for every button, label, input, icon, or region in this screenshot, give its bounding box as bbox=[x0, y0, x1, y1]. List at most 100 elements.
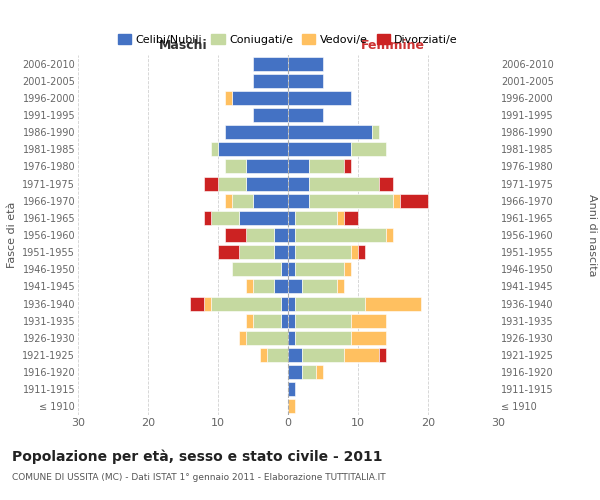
Bar bbox=[288, 400, 295, 413]
Text: Maschi: Maschi bbox=[158, 38, 208, 52]
Bar bbox=[281, 314, 288, 328]
Bar bbox=[281, 262, 288, 276]
Bar bbox=[365, 296, 421, 310]
Bar bbox=[190, 296, 204, 310]
Bar bbox=[302, 365, 316, 379]
Bar bbox=[239, 331, 246, 345]
Bar bbox=[288, 262, 295, 276]
Bar bbox=[400, 194, 428, 207]
Text: Anni di nascita: Anni di nascita bbox=[587, 194, 597, 276]
Bar bbox=[246, 331, 288, 345]
Bar bbox=[225, 91, 232, 105]
Bar bbox=[204, 296, 211, 310]
Bar bbox=[288, 108, 323, 122]
Bar bbox=[225, 160, 246, 173]
Text: Femmine: Femmine bbox=[361, 38, 425, 52]
Bar bbox=[316, 365, 323, 379]
Text: Popolazione per età, sesso e stato civile - 2011: Popolazione per età, sesso e stato civil… bbox=[12, 450, 383, 464]
Bar bbox=[372, 125, 379, 139]
Bar bbox=[358, 245, 365, 259]
Bar bbox=[288, 314, 295, 328]
Bar bbox=[253, 56, 288, 70]
Bar bbox=[225, 194, 232, 207]
Bar bbox=[295, 262, 344, 276]
Bar bbox=[337, 211, 344, 225]
Bar bbox=[288, 194, 309, 207]
Bar bbox=[295, 211, 337, 225]
Bar bbox=[246, 176, 288, 190]
Bar bbox=[288, 91, 351, 105]
Bar bbox=[211, 211, 239, 225]
Bar bbox=[232, 91, 288, 105]
Bar bbox=[246, 160, 288, 173]
Text: COMUNE DI USSITA (MC) - Dati ISTAT 1° gennaio 2011 - Elaborazione TUTTITALIA.IT: COMUNE DI USSITA (MC) - Dati ISTAT 1° ge… bbox=[12, 472, 386, 482]
Bar bbox=[344, 160, 351, 173]
Bar bbox=[309, 194, 393, 207]
Bar bbox=[288, 176, 309, 190]
Bar bbox=[288, 125, 372, 139]
Bar bbox=[288, 280, 302, 293]
Bar bbox=[351, 314, 386, 328]
Bar bbox=[295, 296, 365, 310]
Bar bbox=[302, 348, 344, 362]
Bar bbox=[386, 228, 393, 242]
Bar bbox=[295, 314, 351, 328]
Bar bbox=[309, 160, 344, 173]
Bar bbox=[211, 296, 281, 310]
Bar bbox=[246, 228, 274, 242]
Bar bbox=[253, 194, 288, 207]
Bar bbox=[253, 280, 274, 293]
Bar bbox=[288, 56, 323, 70]
Bar bbox=[288, 365, 302, 379]
Bar bbox=[253, 74, 288, 88]
Bar bbox=[225, 228, 246, 242]
Bar bbox=[288, 142, 351, 156]
Bar bbox=[344, 211, 358, 225]
Bar bbox=[218, 142, 288, 156]
Bar bbox=[295, 228, 386, 242]
Bar bbox=[204, 176, 218, 190]
Bar bbox=[288, 228, 295, 242]
Bar bbox=[274, 280, 288, 293]
Bar bbox=[218, 176, 246, 190]
Bar bbox=[246, 280, 253, 293]
Bar bbox=[218, 245, 239, 259]
Bar bbox=[232, 194, 253, 207]
Bar bbox=[351, 331, 386, 345]
Bar bbox=[253, 108, 288, 122]
Bar bbox=[288, 296, 295, 310]
Y-axis label: Fasce di età: Fasce di età bbox=[7, 202, 17, 268]
Bar bbox=[302, 280, 337, 293]
Bar bbox=[288, 160, 309, 173]
Bar bbox=[295, 245, 351, 259]
Bar bbox=[211, 142, 218, 156]
Bar bbox=[239, 245, 274, 259]
Bar bbox=[274, 228, 288, 242]
Bar bbox=[351, 142, 386, 156]
Legend: Celibi/Nubili, Coniugati/e, Vedovi/e, Divorziati/e: Celibi/Nubili, Coniugati/e, Vedovi/e, Di… bbox=[113, 30, 463, 50]
Bar bbox=[379, 176, 393, 190]
Bar bbox=[393, 194, 400, 207]
Bar bbox=[337, 280, 344, 293]
Bar bbox=[295, 331, 351, 345]
Bar bbox=[225, 125, 288, 139]
Bar bbox=[204, 211, 211, 225]
Bar bbox=[267, 348, 288, 362]
Bar bbox=[253, 314, 281, 328]
Bar bbox=[281, 296, 288, 310]
Bar bbox=[344, 262, 351, 276]
Bar bbox=[288, 211, 295, 225]
Bar bbox=[246, 314, 253, 328]
Bar bbox=[288, 382, 295, 396]
Bar bbox=[288, 74, 323, 88]
Bar bbox=[344, 348, 379, 362]
Bar bbox=[379, 348, 386, 362]
Bar bbox=[260, 348, 267, 362]
Bar bbox=[239, 211, 288, 225]
Bar bbox=[351, 245, 358, 259]
Bar bbox=[288, 245, 295, 259]
Bar bbox=[288, 331, 295, 345]
Bar bbox=[288, 348, 302, 362]
Bar bbox=[309, 176, 379, 190]
Bar bbox=[274, 245, 288, 259]
